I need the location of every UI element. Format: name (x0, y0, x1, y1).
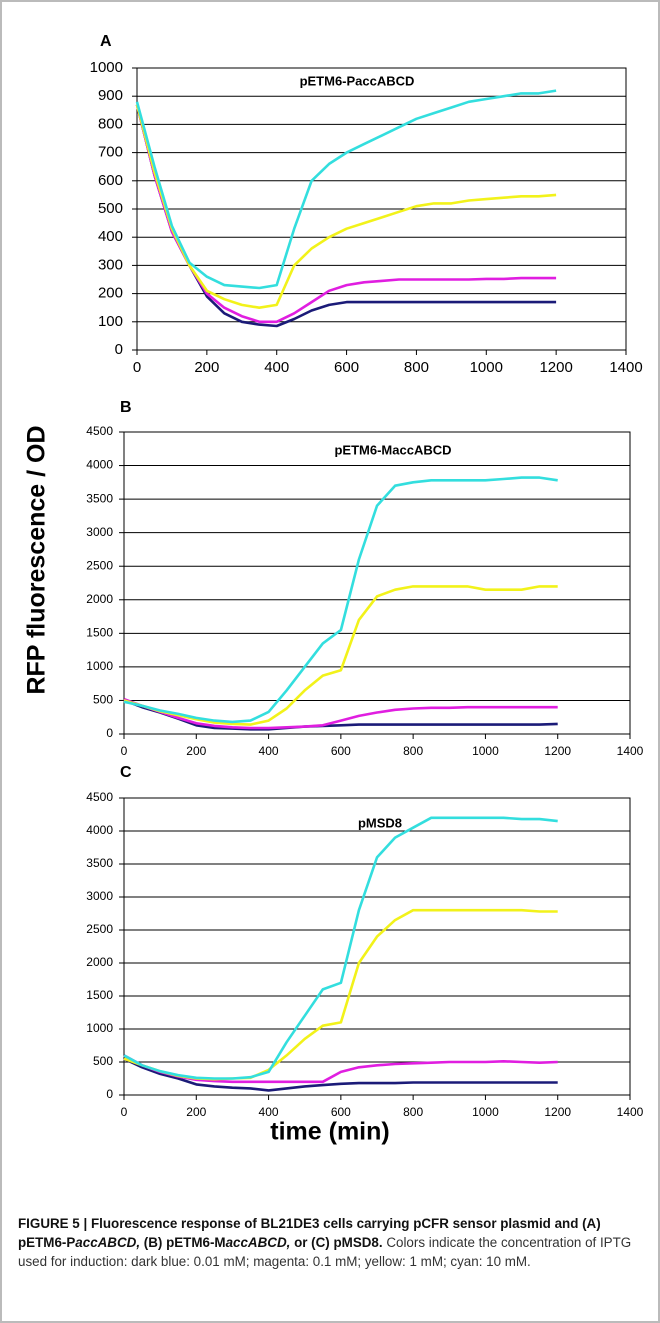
data-line (135, 104, 557, 309)
x-tick-label: 600 (331, 1105, 351, 1119)
y-tick-label: 1000 (86, 659, 113, 673)
caption: FIGURE 5 | Fluorescence response of BL21… (18, 1214, 646, 1271)
y-tick-label: 500 (98, 200, 123, 217)
y-tick-label: 300 (98, 256, 123, 273)
caption-text: (B) pETM6-M (140, 1235, 226, 1250)
y-tick-label: 3500 (86, 491, 113, 505)
y-tick-label: 2000 (86, 955, 113, 969)
y-tick-label: 4000 (86, 458, 113, 472)
x-tick-label: 1400 (617, 1105, 644, 1119)
y-tick-label: 0 (106, 726, 113, 740)
x-tick-label: 0 (121, 744, 128, 758)
y-tick-label: 2500 (86, 558, 113, 572)
x-tick-label: 1200 (544, 1105, 571, 1119)
caption-text: accABCD, (75, 1235, 141, 1250)
caption-text: accABCD, (225, 1235, 291, 1250)
data-line (123, 1057, 558, 1092)
data-line (123, 816, 558, 1080)
y-tick-label: 3000 (86, 889, 113, 903)
x-tick-label: 800 (403, 744, 423, 758)
y-tick-label: 4000 (86, 823, 113, 837)
y-tick-label: 0 (115, 341, 123, 358)
y-tick-label: 3000 (86, 525, 113, 539)
caption-body: Colors indicate the concentration of IPT… (18, 1235, 632, 1269)
y-tick-label: 800 (98, 115, 123, 132)
x-tick-label: 600 (334, 359, 359, 376)
x-tick-label: 400 (259, 744, 279, 758)
x-tick-label: 0 (121, 1105, 128, 1119)
y-tick-label: 200 (98, 285, 123, 302)
y-tick-label: 4500 (86, 790, 113, 804)
x-tick-label: 200 (186, 744, 206, 758)
y-tick-label: 0 (106, 1087, 113, 1101)
panel-label: A (100, 33, 112, 50)
x-tick-label: 1400 (617, 744, 644, 758)
y-tick-label: 1500 (86, 988, 113, 1002)
x-tick-label: 1000 (470, 359, 503, 376)
x-tick-label: 1000 (472, 1105, 499, 1119)
data-line (123, 697, 558, 730)
x-tick-label: 0 (133, 359, 141, 376)
data-line (123, 699, 558, 731)
y-tick-label: 700 (98, 144, 123, 161)
y-tick-label: 100 (98, 313, 123, 330)
y-tick-label: 500 (93, 1054, 113, 1068)
y-tick-label: 1000 (86, 1021, 113, 1035)
panel-label: C (120, 764, 132, 781)
y-tick-label: 400 (98, 228, 123, 245)
y-tick-label: 500 (93, 693, 113, 707)
y-tick-label: 1500 (86, 626, 113, 640)
x-tick-label: 200 (194, 359, 219, 376)
annotation: pETM6-MaccABCD (334, 442, 451, 457)
plot-area (123, 797, 631, 1096)
x-tick-label: 600 (331, 744, 351, 758)
x-tick-label: 1400 (609, 359, 642, 376)
x-tick-label: 800 (403, 1105, 423, 1119)
data-line (123, 476, 558, 724)
y-tick-label: 3500 (86, 856, 113, 870)
x-tick-label: 1200 (544, 744, 571, 758)
charts: RFP fluorescence / OD time (min) 0 100 200… (23, 33, 644, 1146)
x-tick-label: 800 (404, 359, 429, 376)
plot-area (123, 431, 631, 735)
panel-label: B (120, 399, 132, 416)
x-tick-label: 400 (259, 1105, 279, 1119)
data-line (135, 89, 557, 290)
x-tick-label: 400 (264, 359, 289, 376)
annotation: pETM6-PaccABCD (300, 73, 415, 88)
data-line (135, 104, 557, 328)
x-tick-label: 1200 (539, 359, 572, 376)
y-axis-label: RFP fluorescence / OD (23, 425, 51, 694)
data-line (135, 104, 557, 324)
y-tick-label: 1000 (90, 59, 123, 76)
caption-text: FIGURE 5 | Fluorescence response of BL21… (18, 1216, 601, 1250)
y-tick-label: 900 (98, 87, 123, 104)
x-tick-label: 1000 (472, 744, 499, 758)
x-tick-label: 200 (186, 1105, 206, 1119)
y-tick-label: 4500 (86, 424, 113, 438)
caption-text: or (C) pMSD8. (290, 1235, 383, 1250)
x-axis-label: time (min) (270, 1118, 389, 1146)
y-tick-label: 600 (98, 172, 123, 189)
caption-lead: FIGURE 5 | Fluorescence response of BL21… (18, 1216, 601, 1250)
annotation: pMSD8 (358, 815, 402, 830)
y-tick-label: 2000 (86, 592, 113, 606)
y-tick-label: 2500 (86, 922, 113, 936)
